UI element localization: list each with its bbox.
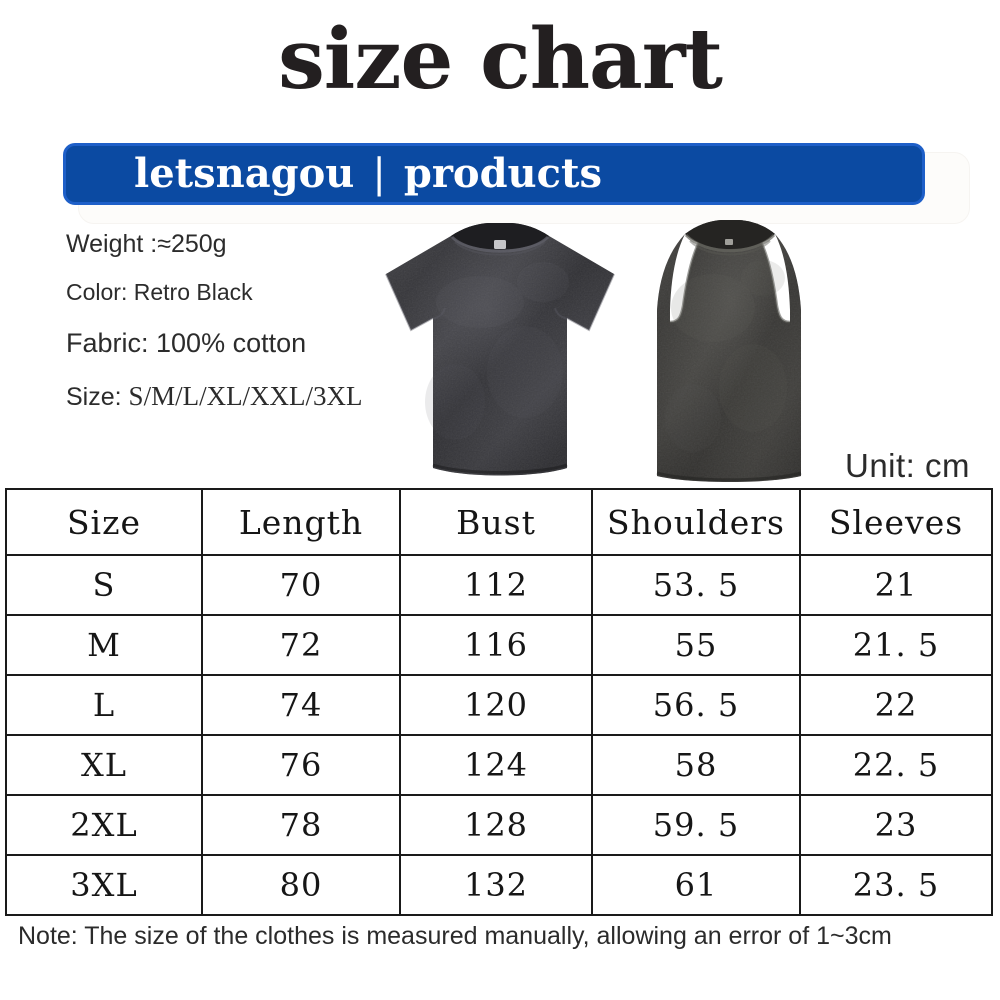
page-title: size chart xyxy=(278,10,723,108)
col-header-length: Length xyxy=(201,488,401,556)
spec-weight: Weight :≈250g xyxy=(66,230,227,258)
brand-banner-text: letsnagou | products xyxy=(66,150,602,197)
cell-bust: 128 xyxy=(399,794,593,856)
col-header-sleeves: Sleeves xyxy=(799,488,993,556)
cell-sleeves: 22 xyxy=(799,674,993,736)
table-row: 3XL 80 132 61 23. 5 xyxy=(5,854,993,916)
cell-shoulders: 55 xyxy=(591,614,801,676)
spec-size: Size: S/M/L/XL/XXL/3XL xyxy=(66,381,426,412)
col-header-size: Size xyxy=(5,488,203,556)
cell-length: 80 xyxy=(201,854,401,916)
cell-size: M xyxy=(5,614,203,676)
cell-size: 3XL xyxy=(5,854,203,916)
cell-sleeves: 22. 5 xyxy=(799,734,993,796)
short-sleeve-tee-image xyxy=(385,223,615,476)
brand-banner: letsnagou | products xyxy=(63,143,925,205)
spec-size-values: S/M/L/XL/XXL/3XL xyxy=(128,381,363,411)
spec-fabric: Fabric: 100% cotton xyxy=(66,328,307,358)
product-spec-list: Weight :≈250g Color: Retro Black Fabric:… xyxy=(66,230,426,412)
cell-bust: 116 xyxy=(399,614,593,676)
cell-sleeves: 23 xyxy=(799,794,993,856)
cell-bust: 120 xyxy=(399,674,593,736)
size-chart-table: Size Length Bust Shoulders Sleeves S 70 … xyxy=(5,488,993,916)
table-header-row: Size Length Bust Shoulders Sleeves xyxy=(5,488,993,556)
cell-shoulders: 61 xyxy=(591,854,801,916)
unit-label: Unit: cm xyxy=(844,447,970,484)
cell-bust: 132 xyxy=(399,854,593,916)
cell-length: 78 xyxy=(201,794,401,856)
cell-bust: 112 xyxy=(399,554,593,616)
spec-color: Color: Retro Black xyxy=(66,279,253,305)
cell-shoulders: 56. 5 xyxy=(591,674,801,736)
spec-size-label: Size: xyxy=(66,383,122,411)
table-row: S 70 112 53. 5 21 xyxy=(5,554,993,616)
garment-images xyxy=(375,220,835,487)
col-header-bust: Bust xyxy=(399,488,593,556)
table-row: 2XL 78 128 59. 5 23 xyxy=(5,794,993,856)
brand-separator: | xyxy=(372,151,386,197)
measurement-note: Note: The size of the clothes is measure… xyxy=(18,922,892,950)
brand-name: letsnagou xyxy=(134,150,355,197)
cell-shoulders: 58 xyxy=(591,734,801,796)
cell-size: L xyxy=(5,674,203,736)
table-row: XL 76 124 58 22. 5 xyxy=(5,734,993,796)
cell-length: 72 xyxy=(201,614,401,676)
cell-shoulders: 53. 5 xyxy=(591,554,801,616)
cell-sleeves: 23. 5 xyxy=(799,854,993,916)
cell-size: S xyxy=(5,554,203,616)
cell-bust: 124 xyxy=(399,734,593,796)
cell-shoulders: 59. 5 xyxy=(591,794,801,856)
cell-length: 70 xyxy=(201,554,401,616)
table-row: M 72 116 55 21. 5 xyxy=(5,614,993,676)
cell-size: 2XL xyxy=(5,794,203,856)
cell-size: XL xyxy=(5,734,203,796)
table-row: L 74 120 56. 5 22 xyxy=(5,674,993,736)
cell-length: 74 xyxy=(201,674,401,736)
sleeveless-tank-image xyxy=(656,220,802,482)
cell-sleeves: 21. 5 xyxy=(799,614,993,676)
col-header-shoulders: Shoulders xyxy=(591,488,801,556)
cell-length: 76 xyxy=(201,734,401,796)
cell-sleeves: 21 xyxy=(799,554,993,616)
brand-category: products xyxy=(403,150,602,197)
